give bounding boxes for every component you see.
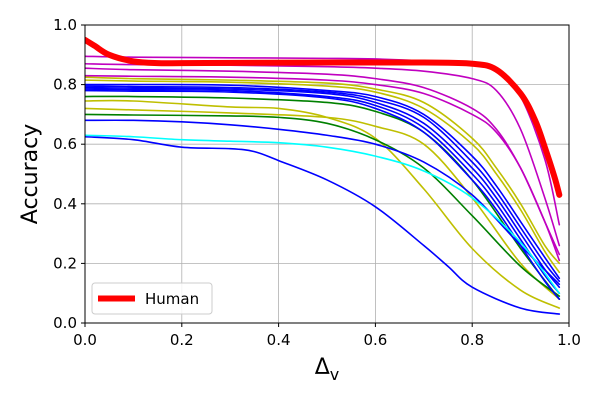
series-line-blue-5 [85,89,561,300]
series-line-yellow-3 [85,99,561,309]
series-line-blue-4 [85,88,561,294]
y-tick-label: 0.6 [53,135,77,153]
x-tick-label: 0.0 [73,331,97,349]
series-lines [85,36,563,315]
axis-ticks: 0.0 0.2 0.4 0.6 0.8 1.0 0.0 0.2 0.4 0.6 0.8 1.0 [53,16,581,349]
x-tick-label: 1.0 [557,331,581,349]
series-line-yellow-2 [85,79,561,274]
series-line-cyan-1 [85,134,561,294]
series-line-green-2 [85,113,561,297]
series-line-yellow-4 [85,107,561,300]
x-tick-label: 0.4 [267,331,291,349]
plot-frame [84,24,570,324]
series-line-blue-2 [85,85,561,283]
series-line-blue-1 [85,83,561,280]
series-line-yellow-1 [85,76,561,265]
legend: Human [91,282,213,315]
y-axis-label: Accuracy [18,124,43,224]
legend-box [91,282,213,315]
y-tick-label: 0.8 [53,76,77,94]
series-line-magenta-4 [85,74,561,262]
x-axis-label: Δv [315,355,340,384]
series-line-human [85,36,563,198]
series-line-blue-7 [85,135,561,315]
y-tick-label: 0.2 [53,254,77,272]
x-tick-label: 0.2 [170,331,194,349]
x-axis-label-main: Δ [315,355,330,380]
y-tick-label: 0.4 [53,195,77,213]
y-tick-label: 0.0 [53,314,77,332]
y-tick-label: 1.0 [53,16,77,34]
x-tick-label: 0.6 [363,331,387,349]
x-axis-label-subscript: v [330,365,339,384]
series-line-blue-3 [85,86,561,289]
legend-label-human: Human [145,290,199,308]
x-tick-label: 0.8 [460,331,484,349]
